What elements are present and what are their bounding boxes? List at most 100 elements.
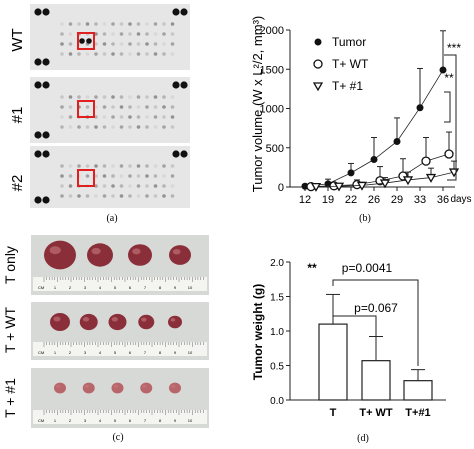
array-spot — [85, 105, 90, 109]
y-tick-label: 0.0 — [270, 396, 284, 407]
highlight-box — [77, 169, 95, 187]
blot-array-1 — [30, 77, 190, 143]
array-spot — [153, 42, 158, 46]
data-point — [444, 149, 454, 159]
ruler-number: 6 — [129, 350, 132, 355]
array-spot — [136, 184, 141, 188]
array-spot — [111, 125, 115, 129]
array-spot — [60, 125, 64, 129]
array-spot — [60, 115, 64, 119]
array-spot — [128, 95, 132, 99]
array-spot — [136, 32, 141, 36]
array-spot — [162, 125, 166, 129]
tumor-specimen — [108, 313, 127, 331]
tumor-specimen — [169, 382, 181, 394]
tumor-highlight — [141, 317, 147, 322]
array-spot — [60, 22, 64, 26]
array-spot — [111, 115, 115, 119]
tumor-highlight — [82, 317, 90, 322]
caption-c: (c) — [112, 432, 123, 443]
array-spot — [68, 52, 73, 56]
array-spot — [94, 184, 98, 188]
array-spot — [162, 95, 166, 99]
ruler-number: 3 — [84, 418, 87, 423]
array-spot — [111, 42, 115, 46]
reference-spot — [180, 8, 188, 16]
array-spot — [128, 184, 132, 188]
array-spot — [145, 42, 149, 46]
series-line — [304, 69, 444, 187]
y-tick-label: 0.5 — [270, 362, 284, 373]
tumor-specimen — [79, 313, 98, 331]
array-spot — [68, 22, 73, 26]
array-spot — [170, 95, 175, 99]
row-label-wt: WT — [9, 28, 26, 51]
row-label-t-1: T + #1 — [2, 378, 18, 418]
array-spot — [77, 22, 81, 26]
array-spot — [102, 22, 107, 26]
array-spot — [119, 184, 124, 188]
ruler-number: 10 — [188, 285, 193, 290]
array-spot — [60, 42, 64, 46]
bracket-tumor-t1 — [444, 54, 457, 181]
significance-brackets: ***** — [444, 41, 461, 181]
p-value-label: p=0.0041 — [342, 261, 393, 275]
x-tick-label: 19 — [322, 194, 334, 206]
array-spot — [136, 95, 141, 99]
ruler-unit: CM — [38, 418, 44, 423]
array-spot — [128, 42, 132, 46]
tumor-photo-1: CM 1 2 3 4 5 6 7 8 9 10 — [31, 302, 209, 360]
y-tick-label: 2.0 — [270, 258, 284, 269]
array-spot — [162, 194, 166, 198]
array-spot — [111, 22, 115, 26]
array-spot — [170, 105, 175, 109]
tumor-specimen — [111, 382, 124, 394]
array-spot — [153, 115, 158, 119]
ruler-number: 10 — [188, 418, 193, 423]
tumor-highlight — [171, 384, 176, 388]
ruler-number: 5 — [114, 418, 117, 423]
data-point — [439, 66, 447, 74]
array-spot — [94, 22, 98, 26]
array-spot — [136, 42, 141, 46]
bracket-t-wt — [332, 315, 377, 336]
array-spot — [60, 194, 64, 198]
panel-d: Tumor weight (g) 0.0 0.5 1.0 1.5 2.0 T T+ WT T+… — [251, 258, 446, 444]
array-spot — [119, 42, 124, 46]
tumor-highlight — [142, 384, 147, 388]
row-label-2: #2 — [9, 175, 26, 192]
array-spot — [119, 125, 124, 129]
array-spot — [111, 52, 115, 56]
legend-marker — [313, 59, 323, 69]
caption-a: (a) — [106, 213, 117, 224]
array-spot — [60, 52, 64, 56]
ruler-number: 8 — [159, 418, 162, 423]
array-spot — [94, 164, 98, 168]
array-spot — [145, 105, 149, 109]
array-spot — [145, 184, 149, 188]
y-tick-label: 1.5 — [270, 293, 284, 304]
array-spot — [153, 184, 158, 188]
array-spot — [145, 22, 149, 26]
array-spot — [136, 115, 141, 119]
array-spot — [128, 125, 132, 129]
array-spot — [94, 115, 98, 119]
array-spot — [136, 174, 141, 178]
data-point — [402, 176, 414, 186]
array-spot — [102, 52, 107, 56]
bracket-tumor-wt — [444, 91, 451, 123]
array-spot — [153, 105, 158, 109]
tumor-highlight — [49, 246, 61, 255]
array-spot — [94, 52, 98, 56]
array-spot — [119, 95, 124, 99]
reference-spot — [42, 8, 50, 16]
tumor-highlight — [111, 317, 118, 322]
tumor-highlight — [132, 248, 141, 255]
array-spot — [119, 194, 124, 198]
legend-label: Tumor — [332, 35, 366, 49]
ruler-number: 8 — [159, 285, 162, 290]
array-spot — [102, 125, 107, 129]
array-spot — [68, 174, 73, 178]
array-spot — [170, 174, 175, 178]
tumor-highlight — [113, 384, 118, 388]
